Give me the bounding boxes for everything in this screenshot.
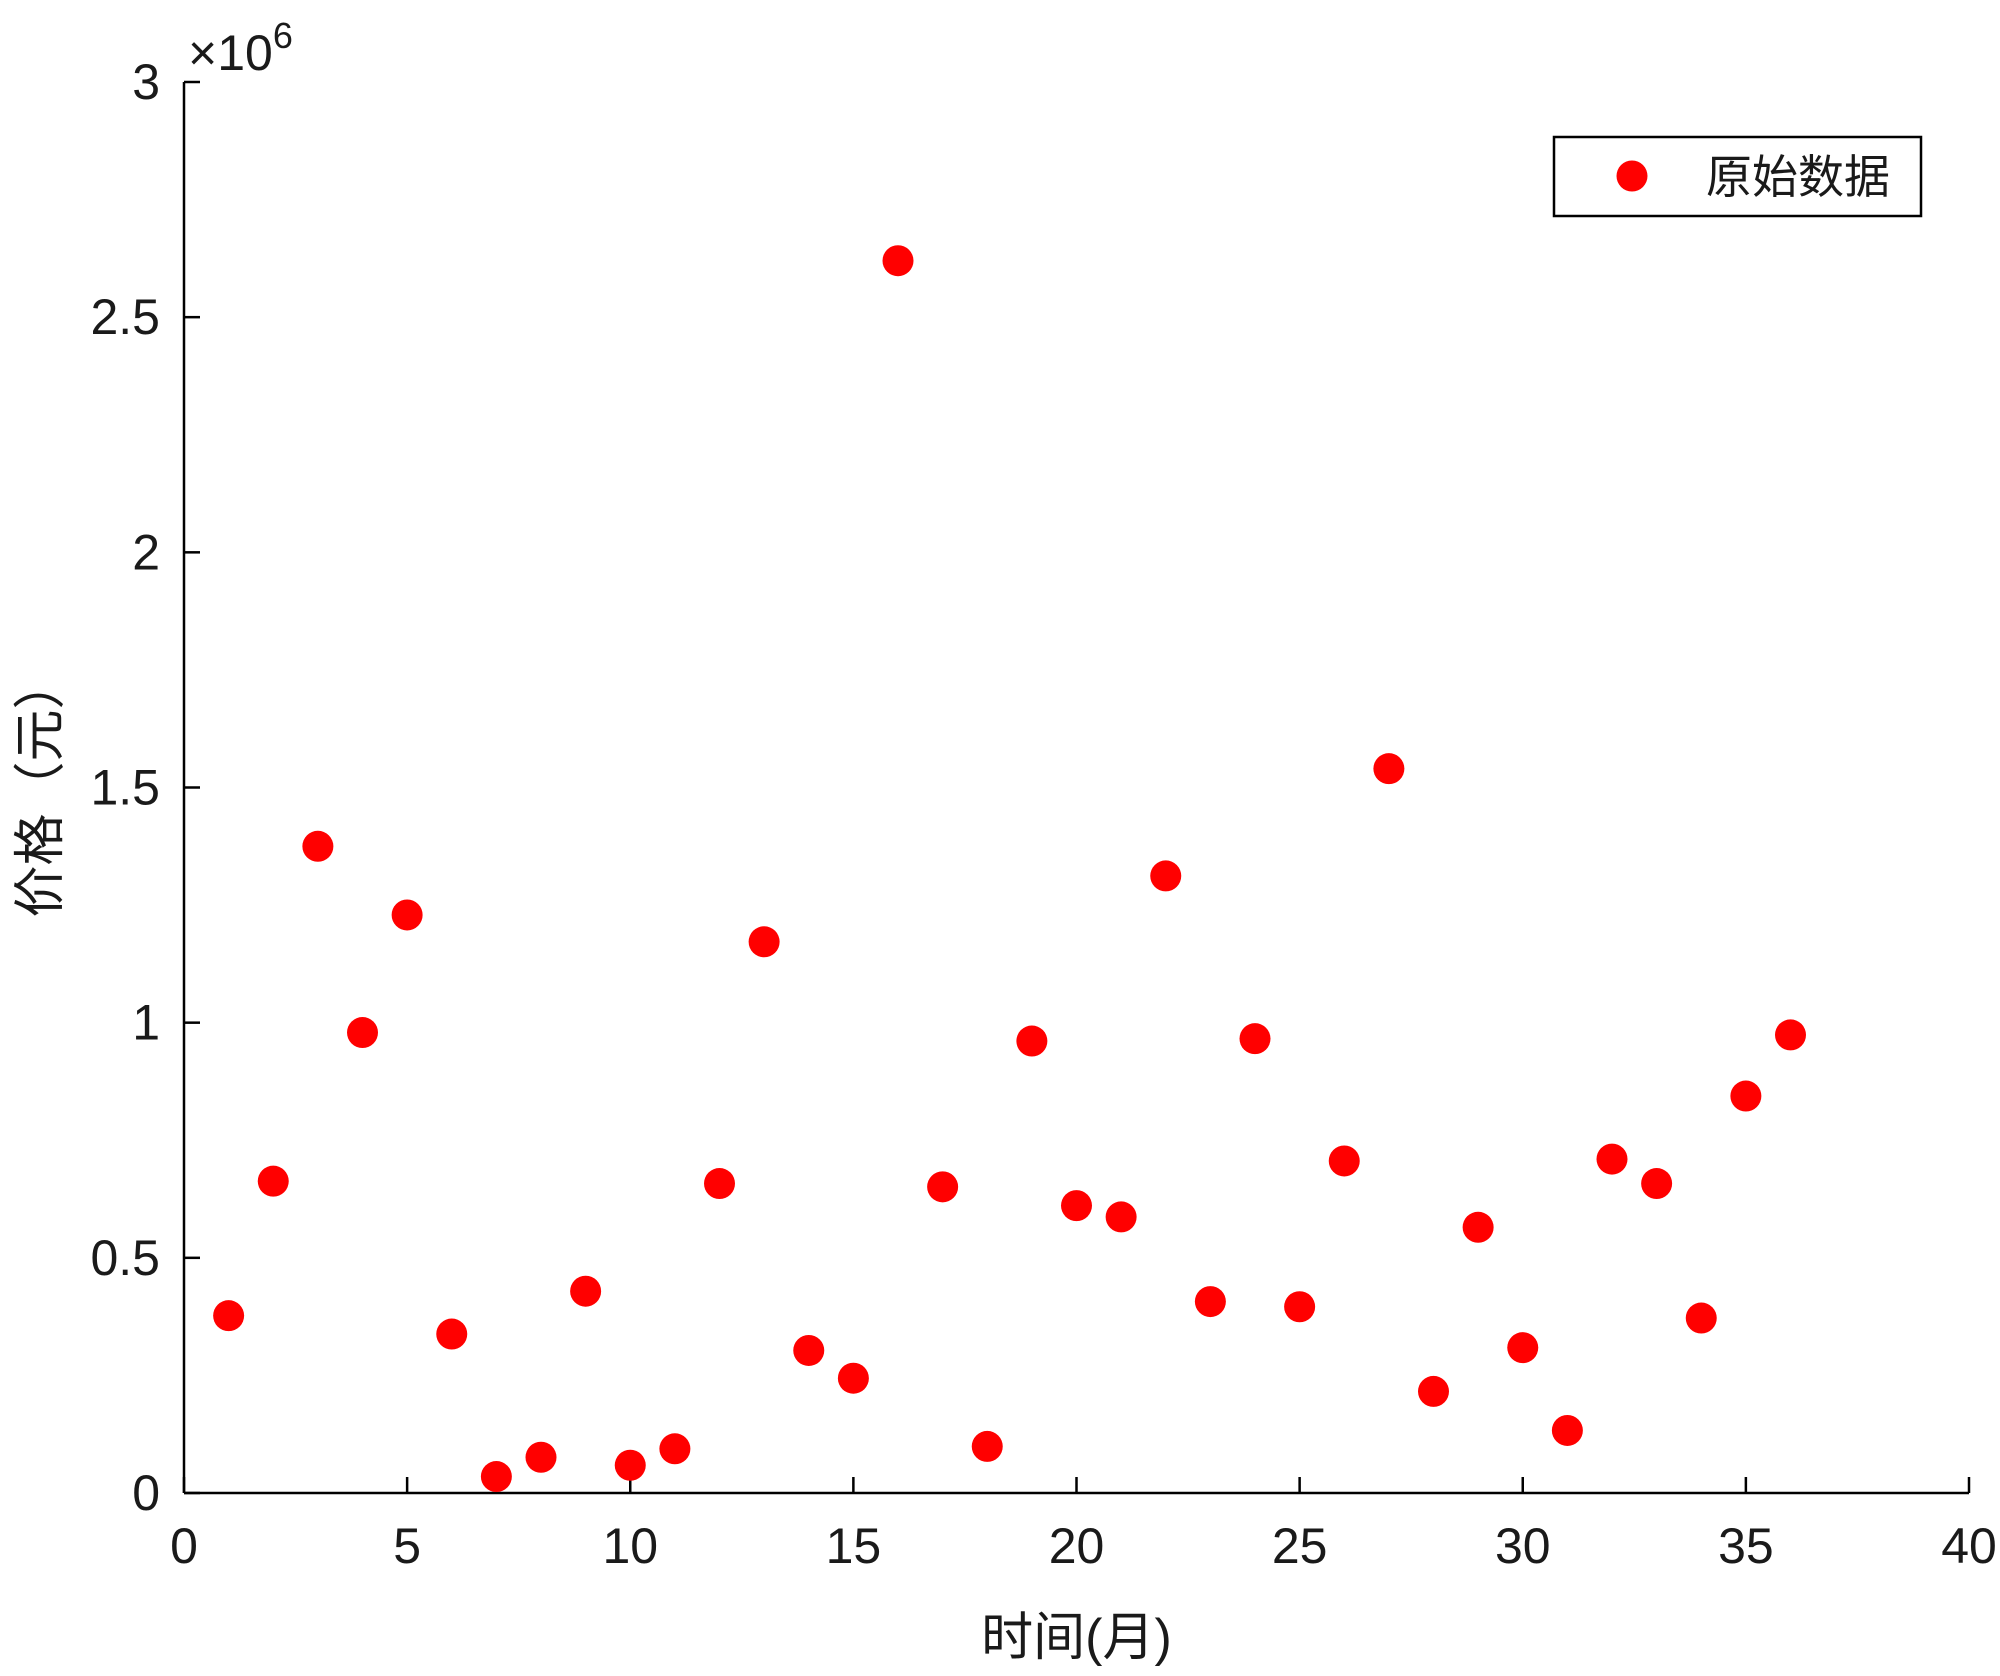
x-tick-label: 0 <box>170 1518 198 1574</box>
data-point <box>1239 1023 1271 1055</box>
x-tick-label: 25 <box>1272 1518 1328 1574</box>
data-point <box>971 1430 1003 1462</box>
data-point <box>1641 1168 1673 1200</box>
data-point <box>391 899 423 931</box>
x-tick-label: 40 <box>1941 1518 1997 1574</box>
data-point <box>793 1334 825 1366</box>
data-point <box>570 1275 602 1307</box>
data-point <box>525 1441 557 1473</box>
legend: 原始数据 <box>1552 135 1923 218</box>
x-tick-label: 10 <box>602 1518 658 1574</box>
data-point <box>1150 860 1182 892</box>
data-point <box>1016 1025 1048 1057</box>
data-point <box>1685 1302 1717 1334</box>
data-point <box>882 245 914 277</box>
y-tick-label: 2 <box>132 524 160 580</box>
legend-marker <box>1616 160 1648 192</box>
x-axis-ticks: 0 5 10 15 20 25 30 35 40 <box>170 1477 1997 1574</box>
data-point <box>614 1449 646 1481</box>
y-tick-label: 1.5 <box>90 760 160 816</box>
legend-label: 原始数据 <box>1706 151 1890 203</box>
data-point <box>1551 1414 1583 1446</box>
data-point <box>1596 1143 1628 1175</box>
data-point <box>1194 1286 1226 1318</box>
y-tick-label: 0.5 <box>90 1230 160 1286</box>
y-tick-label: 2.5 <box>90 289 160 345</box>
x-tick-label: 35 <box>1718 1518 1774 1574</box>
data-point <box>257 1165 289 1197</box>
data-point <box>1105 1201 1137 1233</box>
y-tick-label: 1 <box>132 995 160 1051</box>
x-axis-label: 时间(月) <box>981 1609 1172 1667</box>
data-point <box>1328 1145 1360 1177</box>
x-tick-label: 30 <box>1495 1518 1551 1574</box>
data-point <box>436 1318 468 1350</box>
y-multiplier-base: ×10 <box>188 25 273 81</box>
data-point <box>927 1171 959 1203</box>
y-multiplier-exponent: 6 <box>273 15 293 56</box>
data-point <box>302 830 334 862</box>
data-point <box>1373 753 1405 785</box>
data-point <box>704 1168 735 1200</box>
x-tick-label: 15 <box>826 1518 882 1574</box>
x-tick-label: 20 <box>1049 1518 1105 1574</box>
y-tick-label: 3 <box>132 54 160 110</box>
y-tick-label: 0 <box>132 1465 160 1521</box>
data-points <box>213 245 1806 1493</box>
data-point <box>748 926 780 958</box>
y-axis-ticks: 0 0.5 1 1.5 2 2.5 3 <box>90 54 200 1521</box>
y-axis-label: 价格（元） <box>12 657 70 917</box>
data-point <box>347 1017 378 1049</box>
data-point <box>1061 1190 1092 1222</box>
data-point <box>1462 1211 1494 1243</box>
data-point <box>480 1461 512 1493</box>
data-point <box>837 1362 869 1394</box>
data-point <box>213 1300 245 1332</box>
data-point <box>1418 1375 1449 1407</box>
data-point <box>1507 1332 1539 1364</box>
y-axis-multiplier: ×106 <box>188 15 293 81</box>
data-point <box>659 1433 691 1465</box>
data-point <box>1284 1291 1316 1323</box>
data-point <box>1730 1080 1762 1112</box>
x-tick-label: 5 <box>393 1518 421 1574</box>
data-point <box>1775 1019 1806 1051</box>
legend-box <box>1552 135 1923 218</box>
axes <box>182 82 1969 1495</box>
